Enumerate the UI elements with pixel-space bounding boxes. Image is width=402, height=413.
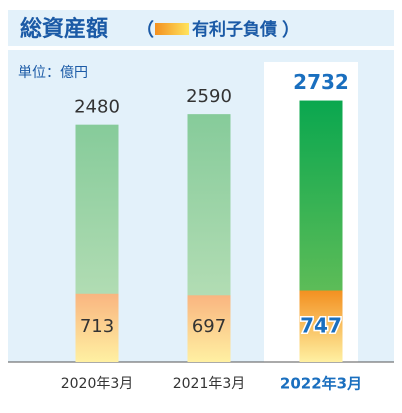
value-label: 2590 (186, 86, 232, 107)
value-label: 2480 (74, 97, 120, 118)
x-tick-label: 2022年3月 (280, 375, 362, 393)
value-label: 713 (80, 316, 114, 337)
x-tick-label: 2020年3月 (61, 376, 134, 392)
debt-bar (299, 290, 343, 362)
unit-label: 単位：億円 (18, 65, 88, 81)
x-tick-label: 2021年3月 (173, 376, 246, 392)
chart-title: 総資産額 (20, 16, 108, 42)
value-label: 747 (300, 314, 342, 338)
legend-label: 有利子負債 (192, 19, 277, 40)
bracket: （ (136, 20, 154, 41)
legend-swatch (155, 23, 189, 35)
debt-bar (75, 293, 119, 362)
debt-bar (187, 295, 231, 362)
value-label: 697 (192, 316, 226, 337)
title-bar (8, 10, 394, 46)
bracket: ） (282, 20, 300, 41)
value-label: 2732 (293, 70, 349, 94)
